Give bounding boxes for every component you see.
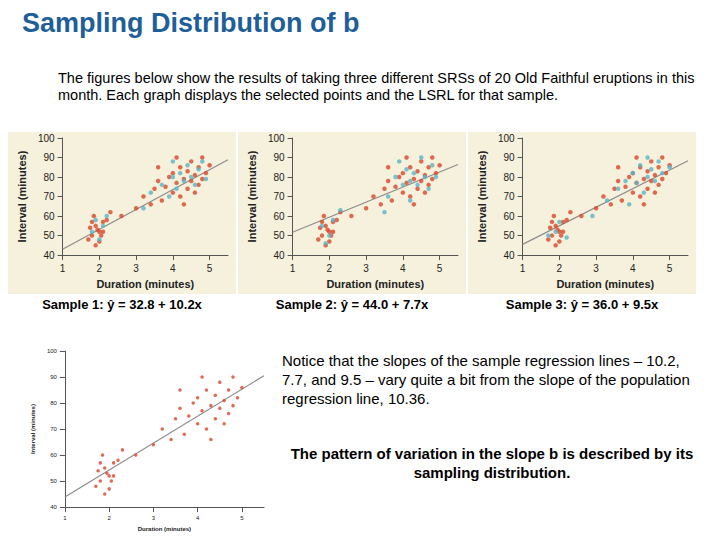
svg-text:80: 80 (43, 172, 55, 183)
svg-text:100: 100 (268, 133, 285, 144)
svg-text:50: 50 (43, 230, 55, 241)
svg-text:80: 80 (503, 172, 515, 183)
svg-text:70: 70 (503, 191, 515, 202)
svg-text:Interval (minutes): Interval (minutes) (16, 150, 28, 242)
svg-text:4: 4 (400, 263, 406, 274)
svg-text:2: 2 (97, 263, 103, 274)
html-text:The pattern of variation in th: The pattern of variation in the slope b … (290, 445, 694, 481)
svg-text:50: 50 (50, 478, 57, 484)
html-text:Sample 3: ŷ = 36.0 + 9.5x: Sample 3: ŷ = 36.0 + 9.5x (505, 297, 659, 312)
svg-text:50: 50 (503, 230, 515, 241)
svg-text:50: 50 (273, 230, 285, 241)
svg-text:2: 2 (327, 263, 333, 274)
svg-text:1: 1 (520, 263, 526, 274)
svg-text:1: 1 (290, 263, 296, 274)
svg-text:4: 4 (196, 515, 200, 521)
svg-text:5: 5 (667, 263, 673, 274)
svg-text:70: 70 (50, 426, 57, 432)
svg-text:90: 90 (43, 152, 55, 163)
svg-text:3: 3 (133, 263, 139, 274)
svg-text:Interval (minutes): Interval (minutes) (246, 150, 258, 242)
svg-text:70: 70 (43, 191, 55, 202)
svg-text:90: 90 (273, 152, 285, 163)
svg-text:100: 100 (38, 133, 55, 144)
svg-text:2: 2 (557, 263, 563, 274)
svg-text:3: 3 (152, 515, 156, 521)
svg-text:90: 90 (50, 374, 57, 380)
svg-text:2: 2 (107, 515, 111, 521)
svg-text:80: 80 (50, 400, 57, 406)
svg-text:80: 80 (273, 172, 285, 183)
svg-text:3: 3 (593, 263, 599, 274)
svg-text:40: 40 (50, 504, 57, 510)
svg-text:70: 70 (273, 191, 285, 202)
svg-text:Duration (minutes): Duration (minutes) (138, 526, 191, 532)
svg-text:Duration (minutes): Duration (minutes) (556, 278, 654, 290)
html-text:Sample 1: ŷ = 32.8 + 10.2x: Sample 1: ŷ = 32.8 + 10.2x (42, 297, 202, 312)
html-text:The figures below show the res: The figures below show the results of ta… (58, 70, 695, 104)
svg-text:60: 60 (43, 211, 55, 222)
svg-text:60: 60 (503, 211, 515, 222)
html-text:Sampling Distribution of b: Sampling Distribution of b (22, 8, 360, 38)
svg-text:5: 5 (207, 263, 213, 274)
svg-text:100: 100 (498, 133, 515, 144)
svg-text:4: 4 (630, 263, 636, 274)
svg-text:4: 4 (170, 263, 176, 274)
svg-text:Interval (minutes): Interval (minutes) (476, 150, 488, 242)
svg-text:Duration (minutes): Duration (minutes) (96, 278, 194, 290)
html-text:Notice that the slopes of the: Notice that the slopes of the sample reg… (282, 352, 690, 407)
svg-text:40: 40 (273, 250, 285, 261)
svg-text:3: 3 (363, 263, 369, 274)
svg-text:60: 60 (273, 211, 285, 222)
svg-text:5: 5 (437, 263, 443, 274)
svg-text:Interval (minutes): Interval (minutes) (30, 404, 36, 454)
svg-text:90: 90 (503, 152, 515, 163)
svg-text:60: 60 (50, 452, 57, 458)
svg-text:1: 1 (63, 515, 67, 521)
svg-text:5: 5 (240, 515, 244, 521)
svg-text:40: 40 (43, 250, 55, 261)
svg-text:100: 100 (47, 348, 58, 354)
svg-text:Duration (minutes): Duration (minutes) (326, 278, 424, 290)
svg-text:1: 1 (60, 263, 66, 274)
html-text:Sample 2: ŷ = 44.0 + 7.7x: Sample 2: ŷ = 44.0 + 7.7x (275, 297, 429, 312)
svg-text:40: 40 (503, 250, 515, 261)
